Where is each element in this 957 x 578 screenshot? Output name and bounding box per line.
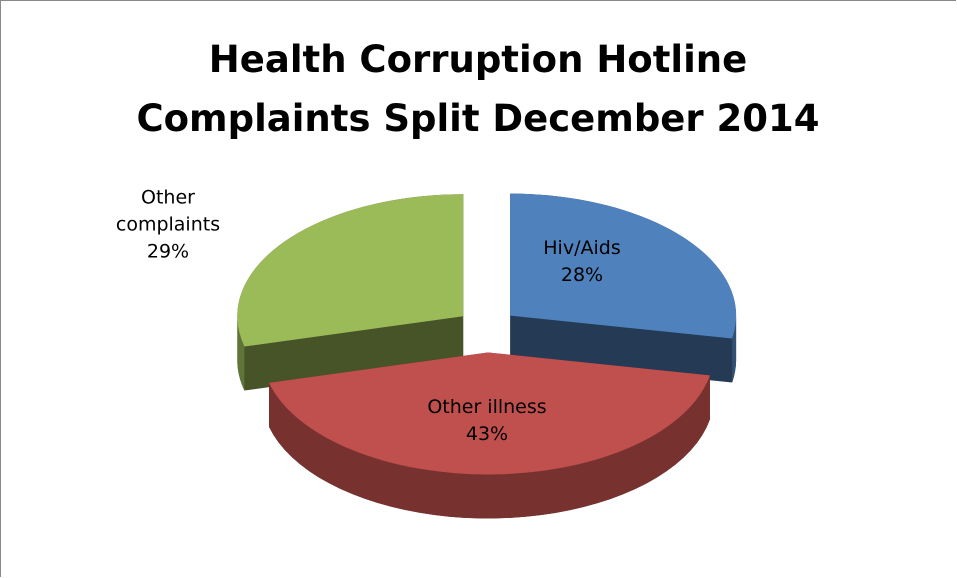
label-category: Hiv/Aids — [543, 237, 621, 260]
slice — [510, 193, 737, 339]
label-value: 43% — [465, 423, 509, 445]
label-value: 28% — [560, 264, 604, 286]
label-category: Other complaints — [115, 186, 221, 236]
data-label: Other complaints 29% — [103, 185, 233, 266]
slice-wall — [237, 319, 245, 391]
data-label: Other illness 43% — [407, 394, 567, 448]
chart-title: Health Corruption Hotline Complaints Spl… — [136, 38, 820, 141]
slice — [269, 352, 710, 475]
data-label: Hiv/Aids 28% — [502, 235, 662, 289]
label-category: Other illness — [427, 396, 547, 419]
slice — [237, 194, 464, 347]
label-value: 29% — [146, 240, 190, 263]
slice-wall — [732, 317, 737, 383]
slice-wall — [269, 375, 710, 519]
